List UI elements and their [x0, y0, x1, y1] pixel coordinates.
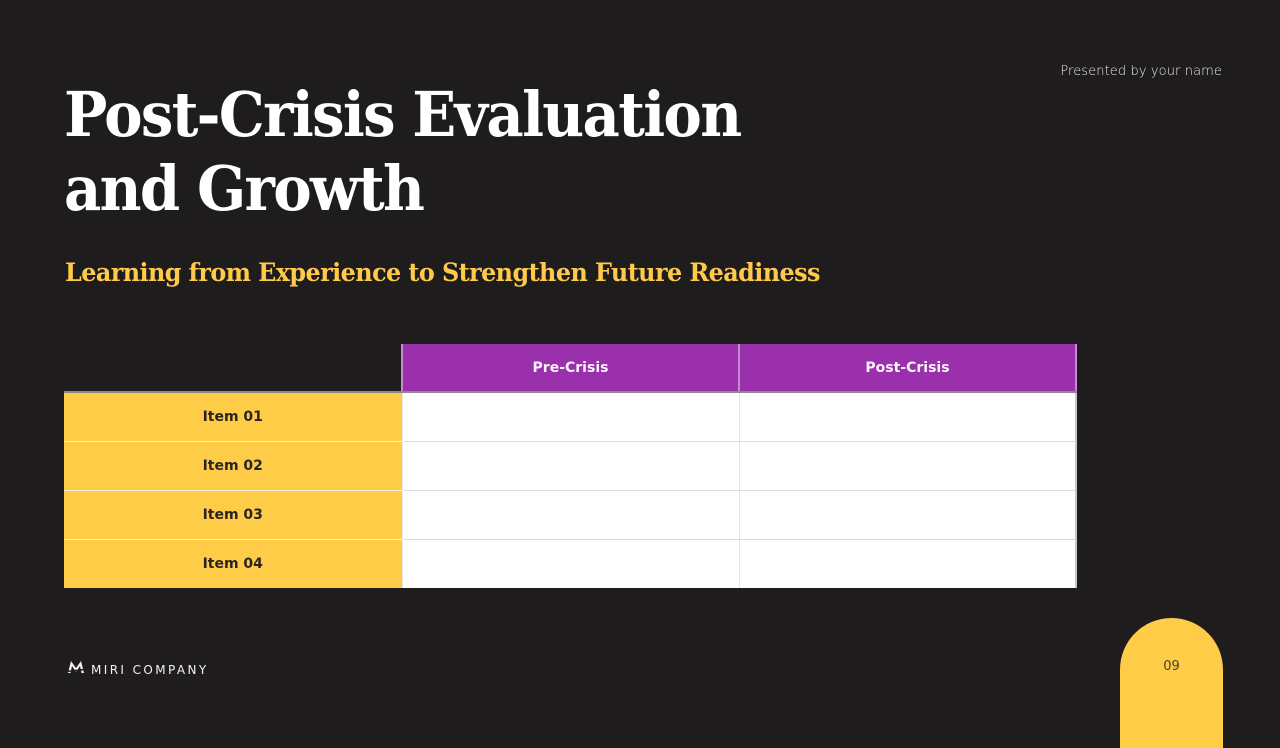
subtitle: Learning from Experience to Strengthen F…	[65, 258, 820, 287]
row-label: Item 03	[64, 490, 402, 540]
comparison-table: Pre-Crisis Post-Crisis Item 01 Item 02 I…	[64, 344, 1077, 588]
title-line-2: and Growth	[64, 152, 425, 225]
presenter-credit: Presented by your name	[1060, 64, 1222, 79]
table-row: Item 02	[64, 441, 1077, 491]
pre-crisis-cell[interactable]	[401, 539, 739, 588]
company-name: MIRI COMPANY	[91, 662, 209, 677]
post-crisis-cell[interactable]	[738, 441, 1077, 491]
page-number-badge: 09	[1120, 618, 1223, 748]
header-blank-cell	[64, 344, 402, 393]
column-header-pre-crisis: Pre-Crisis	[401, 344, 739, 393]
table-row: Item 01	[64, 392, 1077, 442]
post-crisis-cell[interactable]	[738, 392, 1077, 442]
pre-crisis-cell[interactable]	[401, 441, 739, 491]
company-logo: MIRI COMPANY	[65, 659, 209, 680]
pre-crisis-cell[interactable]	[401, 392, 739, 442]
post-crisis-cell[interactable]	[738, 490, 1077, 540]
table-row: Item 04	[64, 539, 1077, 588]
pre-crisis-cell[interactable]	[401, 490, 739, 540]
m-monogram-icon	[65, 659, 86, 680]
table-row: Item 03	[64, 490, 1077, 540]
row-label: Item 02	[64, 441, 402, 491]
title-line-1: Post-Crisis Evaluation	[64, 78, 742, 151]
page-title: Post-Crisis Evaluation and Growth	[64, 78, 742, 226]
post-crisis-cell[interactable]	[738, 539, 1077, 588]
page-number: 09	[1163, 659, 1180, 674]
row-label: Item 01	[64, 392, 402, 442]
row-label: Item 04	[64, 539, 402, 588]
column-header-post-crisis: Post-Crisis	[738, 344, 1077, 393]
table-header-row: Pre-Crisis Post-Crisis	[64, 344, 1077, 393]
